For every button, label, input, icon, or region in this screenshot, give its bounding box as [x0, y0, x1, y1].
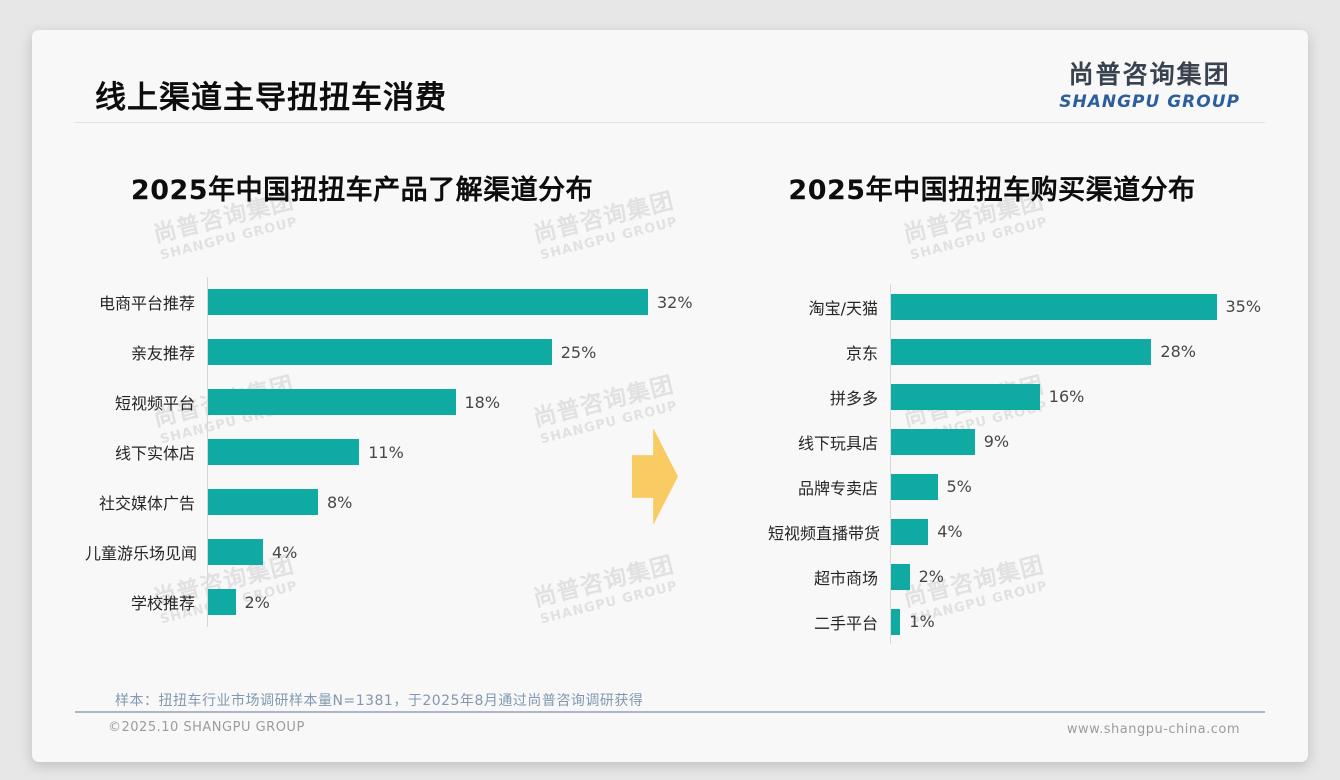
bar-area: 28% [890, 329, 1288, 374]
bar-area: 9% [890, 419, 1288, 464]
bar-area: 5% [890, 464, 1288, 509]
category-label: 亲友推荐 [130, 344, 195, 363]
value-label: 1% [909, 612, 935, 631]
company-logo: 尚普咨询集团 SHANGPU GROUP [1059, 55, 1240, 112]
copyright-text: ©2025.10 SHANGPU GROUP [108, 720, 305, 735]
category-label: 线下玩具店 [797, 433, 878, 453]
chart-row: 学校推荐 2% [85, 577, 735, 627]
category-label: 儿童游乐场见闻 [85, 544, 198, 563]
bar [208, 439, 360, 465]
value-label: 16% [1048, 387, 1085, 406]
value-label: 4% [937, 522, 963, 541]
category-label: 品牌专卖店 [797, 478, 878, 498]
value-label: 4% [272, 542, 298, 562]
chart-row: 线下玩具店 9% [768, 419, 1288, 464]
logo-chinese-text: 尚普咨询集团 [1068, 60, 1231, 89]
bar-area: 35% [890, 284, 1288, 329]
category-label: 电商平台推荐 [98, 294, 195, 313]
bar [208, 489, 318, 515]
title-divider [75, 122, 1265, 123]
category-label: 社交媒体广告 [98, 494, 195, 513]
bar [891, 338, 1152, 365]
category-label: 短视频平台 [114, 394, 195, 413]
chart-row: 品牌专卖店 5% [768, 464, 1288, 509]
value-label: 25% [560, 342, 597, 362]
bar-area: 2% [207, 577, 735, 627]
category-label: 学校推荐 [130, 594, 195, 613]
chart-row: 京东 28% [768, 329, 1288, 374]
bar [891, 518, 929, 545]
chart-row: 线下实体店 11% [85, 427, 735, 477]
bar-area: 32% [207, 277, 735, 327]
bar-area: 1% [890, 599, 1288, 644]
chart-row: 儿童游乐场见闻 4% [85, 527, 735, 577]
category-label: 超市商场 [813, 568, 878, 588]
bar-area: 4% [207, 527, 735, 577]
bar-area: 18% [207, 377, 735, 427]
chart-row: 超市商场 2% [768, 554, 1288, 599]
chart-row: 电商平台推荐 32% [85, 277, 735, 327]
value-label: 18% [464, 392, 501, 412]
bar-area: 25% [207, 327, 735, 377]
bar [891, 293, 1217, 320]
chart-row: 拼多多 16% [768, 374, 1288, 419]
category-label: 京东 [845, 343, 878, 363]
category-label: 线下实体店 [114, 444, 195, 463]
watermark-en: SHANGPU GROUP [908, 214, 1050, 264]
value-label: 9% [983, 432, 1010, 451]
watermark-en: SHANGPU GROUP [538, 214, 680, 264]
value-label: 2% [918, 567, 944, 586]
slide-card: 线上渠道主导扭扭车消费 尚普咨询集团 SHANGPU GROUP 尚普咨询集团 S… [32, 30, 1308, 762]
page-title: 线上渠道主导扭扭车消费 [95, 80, 447, 116]
value-label: 28% [1160, 342, 1196, 361]
chart-row: 短视频平台 18% [85, 377, 735, 427]
bar [208, 289, 648, 315]
category-label: 淘宝/天猫 [808, 298, 878, 318]
left-chart-title: 2025年中国扭扭车产品了解渠道分布 [130, 175, 594, 206]
right-chart-title: 2025年中国扭扭车购买渠道分布 [788, 175, 1196, 206]
bar [891, 428, 975, 455]
purchase-channel-chart: 淘宝/天猫 35% 京东 28% 拼多多 16% 线下玩具店 9% 品牌专卖店 5% 短视频直播带货… [768, 284, 1288, 644]
bar [891, 383, 1040, 410]
bar-area: 8% [207, 477, 735, 527]
bar [891, 473, 938, 500]
bar [208, 339, 552, 365]
bar-area: 4% [890, 509, 1288, 554]
website-url: www.shangpu-china.com [1066, 722, 1240, 737]
value-label: 11% [368, 442, 404, 462]
awareness-channel-chart: 电商平台推荐 32% 亲友推荐 25% 短视频平台 18% 线下实体店 11% 社交媒体广告 8%… [85, 277, 735, 627]
bar [208, 589, 236, 615]
bar-area: 2% [890, 554, 1288, 599]
bar [208, 389, 456, 415]
chart-row: 社交媒体广告 8% [85, 477, 735, 527]
chart-row: 淘宝/天猫 35% [768, 284, 1288, 329]
footer-divider [75, 711, 1265, 713]
category-label: 二手平台 [813, 613, 878, 633]
chart-row: 二手平台 1% [768, 599, 1288, 644]
watermark-en: SHANGPU GROUP [158, 214, 300, 264]
chart-row: 短视频直播带货 4% [768, 509, 1288, 554]
category-label: 短视频直播带货 [768, 523, 881, 543]
bar-area: 11% [207, 427, 735, 477]
value-label: 8% [327, 492, 353, 512]
bar [208, 539, 263, 565]
value-label: 5% [946, 477, 972, 496]
value-label: 35% [1225, 297, 1262, 316]
bar [891, 563, 910, 590]
value-label: 2% [244, 592, 270, 612]
category-label: 拼多多 [829, 388, 878, 408]
logo-english-text: SHANGPU GROUP [1059, 92, 1240, 112]
bar-area: 16% [890, 374, 1288, 419]
bar [891, 608, 901, 635]
chart-row: 亲友推荐 25% [85, 327, 735, 377]
sample-note: 样本：扭扭车行业市场调研样本量N=1381，于2025年8月通过尚普咨询调研获得 [115, 693, 644, 709]
value-label: 32% [657, 292, 693, 312]
